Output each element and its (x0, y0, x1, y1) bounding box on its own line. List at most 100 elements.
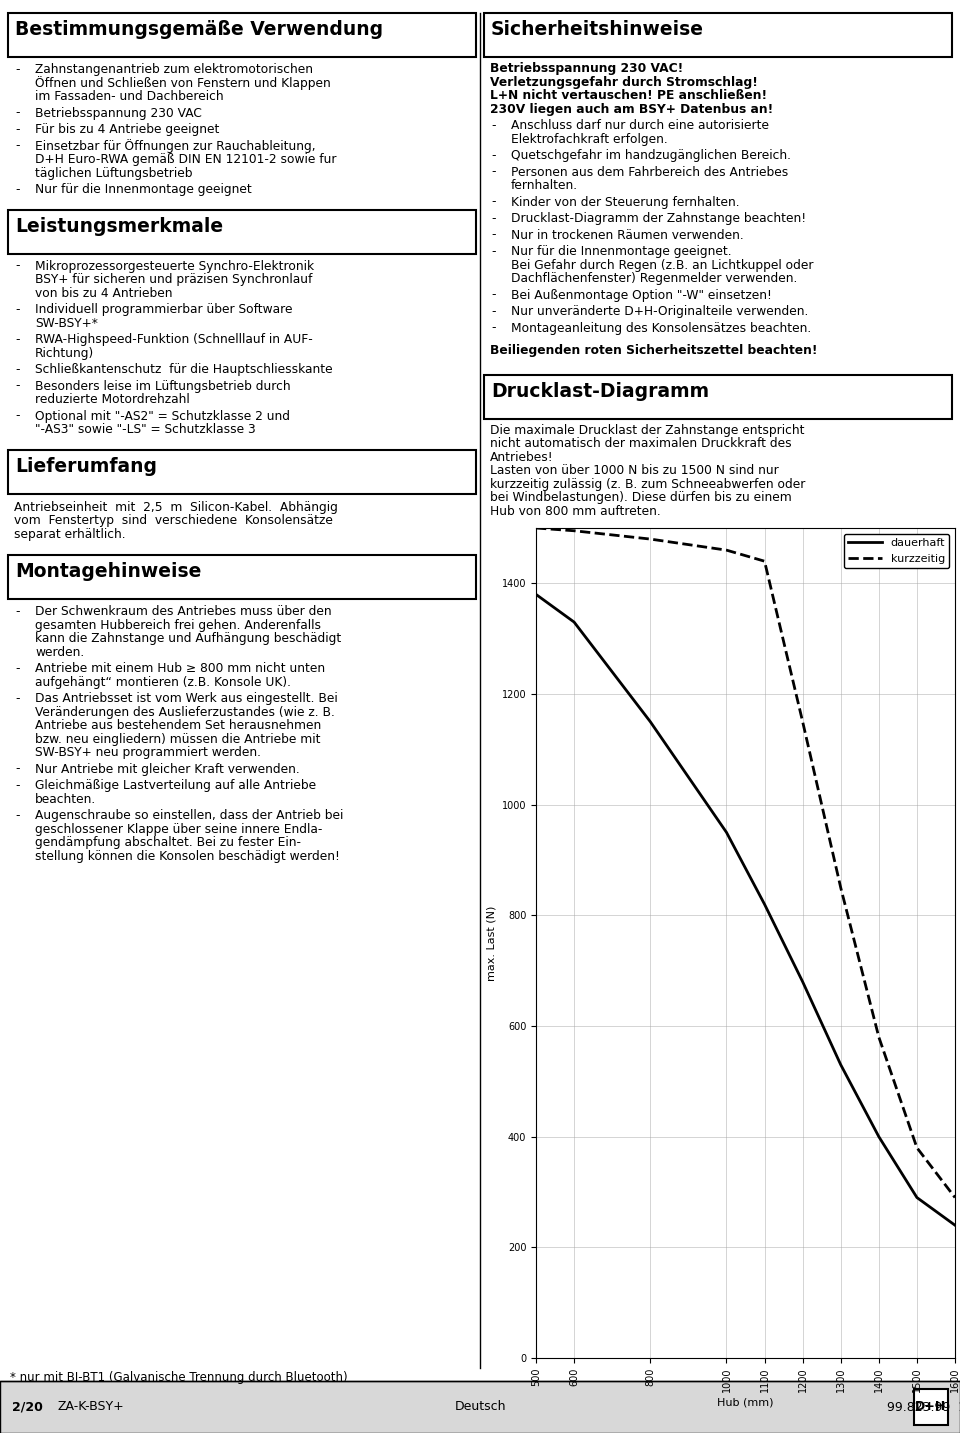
Text: Antriebseinheit  mit  2,5  m  Silicon-Kabel.  Abhängig: Antriebseinheit mit 2,5 m Silicon-Kabel.… (14, 500, 338, 513)
Text: -: - (15, 139, 19, 152)
Text: 2/20: 2/20 (12, 1400, 43, 1413)
Text: -: - (491, 228, 495, 242)
Bar (484, 13, 952, 57)
Text: Beiliegenden roten Sicherheitszettel beachten!: Beiliegenden roten Sicherheitszettel bea… (490, 344, 818, 357)
Text: -: - (491, 321, 495, 334)
Bar (8, 209, 476, 254)
Text: -: - (15, 762, 19, 775)
kurzzeitig (797, 714, 808, 731)
Text: -: - (15, 123, 19, 136)
Text: -: - (15, 410, 19, 423)
kurzzeitig (873, 1029, 884, 1046)
Text: reduzierte Motordrehzahl: reduzierte Motordrehzahl (35, 393, 190, 406)
Bar (8, 13, 476, 57)
Text: BSY+ für sicheren und präzisen Synchronlauf: BSY+ für sicheren und präzisen Synchronl… (35, 274, 312, 287)
Text: Bestimmungsgemäße Verwendung: Bestimmungsgemäße Verwendung (15, 20, 383, 39)
Text: Nur in trockenen Räumen verwenden.: Nur in trockenen Räumen verwenden. (511, 228, 744, 242)
Text: Verletzungsgefahr durch Stromschlag!: Verletzungsgefahr durch Stromschlag! (490, 76, 757, 89)
Text: -: - (491, 212, 495, 225)
Text: Sicherheitshinweise: Sicherheitshinweise (491, 20, 704, 39)
dauerhaft (873, 1128, 884, 1145)
Text: Betriebsspannung 230 VAC!: Betriebsspannung 230 VAC! (490, 62, 684, 75)
Text: Bei Gefahr durch Regen (z.B. an Lichtkuppel oder: Bei Gefahr durch Regen (z.B. an Lichtkup… (511, 258, 813, 271)
Text: Montageanleitung des Konsolensätzes beachten.: Montageanleitung des Konsolensätzes beac… (511, 321, 811, 334)
Text: "-AS3" sowie "-LS" = Schutzklasse 3: "-AS3" sowie "-LS" = Schutzklasse 3 (35, 423, 255, 436)
Text: von bis zu 4 Antrieben: von bis zu 4 Antrieben (35, 287, 173, 299)
Text: D+H Euro-RWA gemäß DIN EN 12101-2 sowie fur: D+H Euro-RWA gemäß DIN EN 12101-2 sowie … (35, 153, 337, 166)
Y-axis label: max. Last (N): max. Last (N) (486, 906, 496, 980)
Text: -: - (491, 245, 495, 258)
Text: Zahnstangenantrieb zum elektromotorischen: Zahnstangenantrieb zum elektromotorische… (35, 63, 313, 76)
Text: separat erhältlich.: separat erhältlich. (14, 527, 126, 540)
Text: Drucklast-Diagramm der Zahnstange beachten!: Drucklast-Diagramm der Zahnstange beacht… (511, 212, 806, 225)
Text: Leistungsmerkmale: Leistungsmerkmale (15, 216, 223, 235)
Text: Richtung): Richtung) (35, 347, 94, 360)
Text: Bei Außenmontage Option "-W" einsetzen!: Bei Außenmontage Option "-W" einsetzen! (511, 288, 772, 301)
Text: Dachflächenfenster) Regenmelder verwenden.: Dachflächenfenster) Regenmelder verwende… (511, 272, 798, 285)
Text: Einsetzbar für Öffnungen zur Rauchableitung,: Einsetzbar für Öffnungen zur Rauchableit… (35, 139, 316, 153)
Text: Veränderungen des Auslieferzustandes (wie z. B.: Veränderungen des Auslieferzustandes (wi… (35, 705, 335, 718)
Text: Kinder von der Steuerung fernhalten.: Kinder von der Steuerung fernhalten. (511, 195, 739, 208)
Text: -: - (15, 662, 19, 675)
dauerhaft (835, 1056, 847, 1073)
Text: SW-BSY+ neu programmiert werden.: SW-BSY+ neu programmiert werden. (35, 747, 261, 759)
Text: Das Antriebsset ist vom Werk aus eingestellt. Bei: Das Antriebsset ist vom Werk aus eingest… (35, 692, 338, 705)
Bar (0, 1381, 960, 1433)
Text: Nur unveränderte D+H-Originalteile verwenden.: Nur unveränderte D+H-Originalteile verwe… (511, 305, 808, 318)
Text: Die maximale Drucklast der Zahnstange entspricht: Die maximale Drucklast der Zahnstange en… (490, 424, 804, 437)
Text: Nur für die Innenmontage geeignet.: Nur für die Innenmontage geeignet. (511, 245, 732, 258)
Text: Lieferumfang: Lieferumfang (15, 457, 157, 476)
Text: -: - (491, 288, 495, 301)
Text: -: - (491, 195, 495, 208)
Text: Quetschgefahr im handzugänglichen Bereich.: Quetschgefahr im handzugänglichen Bereic… (511, 149, 791, 162)
kurzzeitig (835, 878, 847, 896)
Text: Lasten von über 1000 N bis zu 1500 N sind nur: Lasten von über 1000 N bis zu 1500 N sin… (490, 464, 779, 477)
Text: Elektrofachkraft erfolgen.: Elektrofachkraft erfolgen. (511, 132, 668, 146)
kurzzeitig (758, 553, 770, 570)
Text: Montagehinweise: Montagehinweise (15, 562, 202, 580)
Text: -: - (15, 106, 19, 119)
Text: -: - (491, 305, 495, 318)
Text: -: - (491, 149, 495, 162)
Text: 230V liegen auch am BSY+ Datenbus an!: 230V liegen auch am BSY+ Datenbus an! (490, 103, 773, 116)
Text: Hub von 800 mm auftreten.: Hub von 800 mm auftreten. (490, 504, 660, 517)
Text: werden.: werden. (35, 645, 84, 659)
dauerhaft (644, 714, 656, 731)
kurzzeitig (568, 522, 580, 539)
Line: kurzzeitig: kurzzeitig (536, 527, 955, 1198)
Text: Augenschraube so einstellen, dass der Antrieb bei: Augenschraube so einstellen, dass der An… (35, 810, 344, 823)
Text: D+H: D+H (916, 1400, 947, 1413)
Text: bei Windbelastungen). Diese dürfen bis zu einem: bei Windbelastungen). Diese dürfen bis z… (490, 492, 792, 504)
Text: Mikroprozessorgesteuerte Synchro-Elektronik: Mikroprozessorgesteuerte Synchro-Elektro… (35, 259, 314, 272)
Text: ZA-K-BSY+: ZA-K-BSY+ (58, 1400, 125, 1413)
Text: -: - (15, 302, 19, 317)
dauerhaft (797, 973, 808, 990)
Text: RWA-Highspeed-Funktion (Schnelllauf in AUF-: RWA-Highspeed-Funktion (Schnelllauf in A… (35, 332, 313, 345)
Text: Schließkantenschutz  für die Hauptschliesskante: Schließkantenschutz für die Hauptschlies… (35, 363, 332, 375)
kurzzeitig (530, 519, 541, 536)
Text: Betriebsspannung 230 VAC: Betriebsspannung 230 VAC (35, 106, 202, 119)
Text: 99.823.99  1.1/07/11: 99.823.99 1.1/07/11 (887, 1400, 960, 1413)
Text: Antriebe mit einem Hub ≥ 800 mm nicht unten: Antriebe mit einem Hub ≥ 800 mm nicht un… (35, 662, 325, 675)
Text: Antriebe aus bestehendem Set herausnehmen: Antriebe aus bestehendem Set herausnehme… (35, 719, 322, 732)
Text: kurzzeitig zulässig (z. B. zum Schneeabwerfen oder: kurzzeitig zulässig (z. B. zum Schneeabw… (490, 477, 805, 490)
Text: Optional mit "-AS2" = Schutzklasse 2 und: Optional mit "-AS2" = Schutzklasse 2 und (35, 410, 290, 423)
Text: täglichen Lüftungsbetrieb: täglichen Lüftungsbetrieb (35, 166, 193, 179)
Text: -: - (15, 692, 19, 705)
kurzzeitig (721, 542, 732, 559)
dauerhaft (911, 1189, 923, 1207)
kurzzeitig (644, 530, 656, 547)
kurzzeitig (949, 1189, 960, 1207)
Text: aufgehängt“ montieren (z.B. Konsole UK).: aufgehängt“ montieren (z.B. Konsole UK). (35, 675, 291, 688)
Bar (914, 1389, 948, 1424)
Bar (8, 450, 476, 493)
Line: dauerhaft: dauerhaft (536, 595, 955, 1225)
Legend: dauerhaft, kurzzeitig: dauerhaft, kurzzeitig (844, 533, 949, 567)
Text: -: - (15, 332, 19, 345)
Text: Personen aus dem Fahrbereich des Antriebes: Personen aus dem Fahrbereich des Antrieb… (511, 165, 788, 179)
Text: -: - (15, 259, 19, 272)
Text: Für bis zu 4 Antriebe geeignet: Für bis zu 4 Antriebe geeignet (35, 123, 220, 136)
dauerhaft (721, 824, 732, 841)
Text: -: - (491, 119, 495, 132)
dauerhaft (949, 1217, 960, 1234)
